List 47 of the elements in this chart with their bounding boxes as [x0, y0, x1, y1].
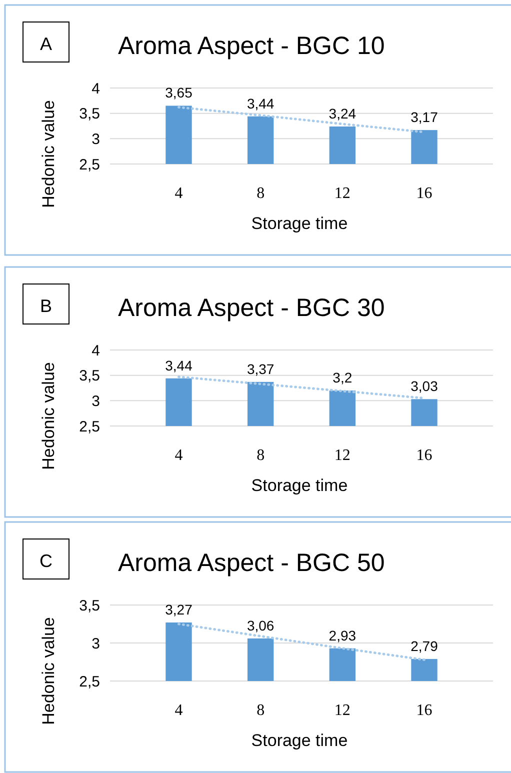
data-label: 3,44: [246, 95, 274, 112]
x-tick-label: 16: [416, 185, 432, 202]
x-tick-label: 4: [174, 702, 183, 719]
y-tick-label: 3,5: [79, 597, 100, 614]
x-axis-title: Storage time: [251, 731, 348, 750]
x-tick-label: 4: [174, 447, 183, 464]
y-tick-label: 4: [92, 342, 100, 360]
y-axis-title: Hedonic value: [39, 362, 58, 470]
data-label: 3,24: [328, 106, 356, 122]
x-tick-label: 8: [256, 447, 265, 464]
x-tick-label: 12: [334, 702, 350, 719]
y-tick-label: 3: [92, 392, 100, 410]
data-label: 2,79: [410, 638, 438, 654]
chart-title: Aroma Aspect - BGC 30: [118, 294, 385, 322]
y-tick-label: 2,5: [79, 418, 100, 436]
x-axis-title: Storage time: [251, 476, 348, 495]
data-label: 3,44: [165, 357, 193, 374]
chart-title: Aroma Aspect - BGC 50: [118, 549, 385, 577]
data-label: 3,65: [165, 84, 193, 101]
chart-title: Aroma Aspect - BGC 10: [118, 32, 385, 60]
y-axis-title: Hedonic value: [39, 617, 58, 725]
data-label: 3,27: [165, 601, 193, 618]
data-label: 2,93: [328, 627, 356, 644]
y-tick-label: 3: [92, 130, 100, 148]
x-tick-label: 12: [334, 447, 350, 464]
y-axis-title: Hedonic value: [39, 100, 58, 208]
data-label: 3,2: [332, 370, 352, 386]
x-tick-label: 16: [416, 702, 432, 719]
data-label: 3,17: [410, 109, 438, 126]
x-tick-label: 16: [416, 447, 432, 464]
data-label: 3,37: [246, 360, 274, 377]
text: A: [40, 34, 52, 54]
text: C: [40, 551, 52, 571]
x-axis-title: Storage time: [251, 214, 348, 233]
data-label: 3,03: [410, 378, 438, 394]
x-tick-label: 4: [174, 185, 183, 202]
y-tick-label: 3,5: [79, 368, 100, 385]
x-tick-label: 8: [256, 702, 265, 719]
y-tick-label: 3,5: [79, 106, 100, 123]
text: B: [40, 296, 52, 316]
y-tick-label: 4: [92, 80, 100, 98]
y-tick-label: 2,5: [79, 673, 100, 690]
x-tick-label: 8: [256, 185, 265, 202]
y-tick-label: 2,5: [79, 156, 100, 174]
y-tick-label: 3: [92, 635, 100, 652]
x-tick-label: 12: [334, 185, 350, 202]
data-label: 3,06: [246, 617, 274, 634]
